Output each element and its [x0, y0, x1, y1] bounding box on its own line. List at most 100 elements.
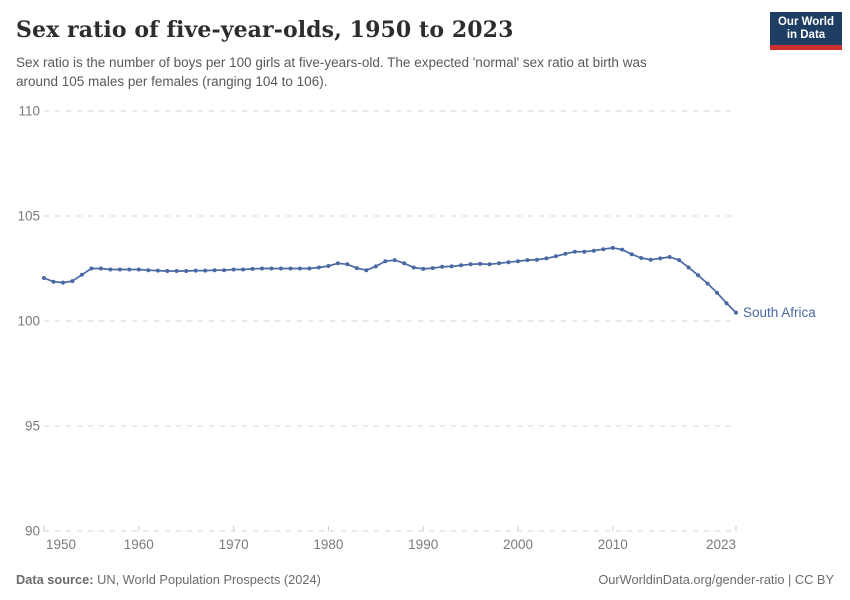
x-tick-label: 2010 — [598, 537, 628, 552]
data-point — [184, 269, 189, 273]
owid-logo-line2: in Data — [786, 28, 826, 41]
y-tick-label: 90 — [25, 524, 40, 539]
x-tick-label: 2000 — [503, 537, 533, 552]
data-point — [563, 251, 568, 256]
data-source-text: UN, World Population Prospects (2024) — [93, 572, 321, 587]
data-point — [98, 266, 103, 271]
data-point — [506, 260, 511, 265]
data-point — [288, 266, 293, 271]
data-point — [127, 267, 132, 272]
data-point — [516, 259, 520, 264]
data-point — [316, 265, 321, 270]
x-tick-label: 1970 — [219, 537, 249, 552]
entity-label[interactable]: South Africa — [743, 305, 816, 320]
x-tick-label: 1950 — [46, 537, 76, 552]
data-point — [544, 256, 549, 261]
data-point — [108, 267, 113, 272]
data-point — [459, 263, 464, 268]
data-point — [525, 258, 530, 263]
data-point — [383, 259, 388, 264]
data-point — [724, 301, 729, 306]
data-point — [364, 268, 369, 273]
chart-title: Sex ratio of five-year-olds, 1950 to 202… — [16, 17, 514, 43]
data-point — [658, 256, 663, 261]
y-tick-label: 100 — [17, 314, 40, 329]
x-tick-label: 1990 — [408, 537, 438, 552]
data-point — [222, 268, 227, 273]
data-point — [648, 257, 653, 262]
data-point — [734, 310, 738, 315]
data-point — [212, 268, 217, 273]
data-point — [155, 268, 160, 273]
data-point — [686, 265, 691, 270]
data-point — [250, 266, 255, 271]
data-point — [639, 256, 644, 260]
data-point — [79, 272, 84, 277]
x-tick-label: 1960 — [124, 537, 154, 552]
data-point — [478, 261, 483, 266]
data-point — [203, 268, 208, 273]
data-point — [61, 280, 65, 285]
data-point — [601, 247, 606, 252]
data-point — [297, 266, 302, 271]
line-south-africa[interactable] — [43, 247, 737, 314]
data-point — [610, 245, 615, 250]
data-point — [174, 269, 179, 273]
owid-logo-line1: Our World — [777, 15, 834, 28]
data-point — [572, 249, 577, 254]
chart-footer: Data source: UN, World Population Prospe… — [16, 572, 834, 587]
y-tick-label: 110 — [18, 104, 40, 119]
data-point — [696, 273, 701, 278]
data-point — [497, 261, 501, 266]
data-point — [553, 254, 558, 259]
data-point — [354, 266, 359, 271]
data-point — [193, 268, 198, 273]
data-point — [449, 264, 454, 269]
data-point — [534, 257, 539, 262]
data-point — [677, 258, 682, 263]
data-point — [629, 252, 634, 257]
data-point — [241, 267, 246, 272]
data-point — [326, 264, 331, 268]
data-point — [468, 262, 473, 267]
data-point — [42, 276, 46, 280]
chart-subtitle-line2: around 105 males per females (ranging 10… — [16, 74, 328, 89]
data-point — [70, 279, 75, 284]
data-point — [705, 281, 710, 286]
data-point — [392, 258, 397, 263]
data-source-label: Data source: — [16, 572, 94, 587]
data-point — [136, 267, 141, 272]
data-point — [165, 269, 170, 273]
data-point — [667, 255, 672, 259]
data-point — [582, 249, 587, 254]
y-tick-label: 95 — [25, 419, 40, 434]
data-point — [620, 247, 625, 252]
data-point — [440, 264, 445, 269]
data-point — [421, 266, 426, 271]
data-point — [307, 266, 312, 271]
data-point — [411, 265, 416, 270]
x-tick-label: 1980 — [313, 537, 343, 552]
data-point — [231, 267, 236, 272]
data-point — [51, 279, 56, 284]
data-source: Data source: UN, World Population Prospe… — [16, 572, 321, 587]
data-point — [345, 262, 350, 267]
owid-logo-accent-bar — [770, 45, 842, 50]
y-tick-label: 105 — [17, 209, 40, 224]
data-point — [402, 261, 407, 266]
data-point — [373, 264, 378, 269]
data-point — [260, 266, 264, 271]
data-point — [89, 266, 94, 271]
data-point — [591, 248, 596, 253]
chart-subtitle: Sex ratio is the number of boys per 100 … — [16, 53, 647, 91]
data-point — [335, 261, 340, 266]
data-point — [269, 266, 274, 271]
data-point — [146, 268, 151, 273]
data-point — [117, 267, 122, 272]
credit-link[interactable]: OurWorldinData.org/gender-ratio | CC BY — [598, 572, 834, 587]
data-point — [715, 290, 719, 295]
owid-logo[interactable]: Our World in Data — [770, 12, 842, 45]
data-point — [430, 266, 435, 271]
